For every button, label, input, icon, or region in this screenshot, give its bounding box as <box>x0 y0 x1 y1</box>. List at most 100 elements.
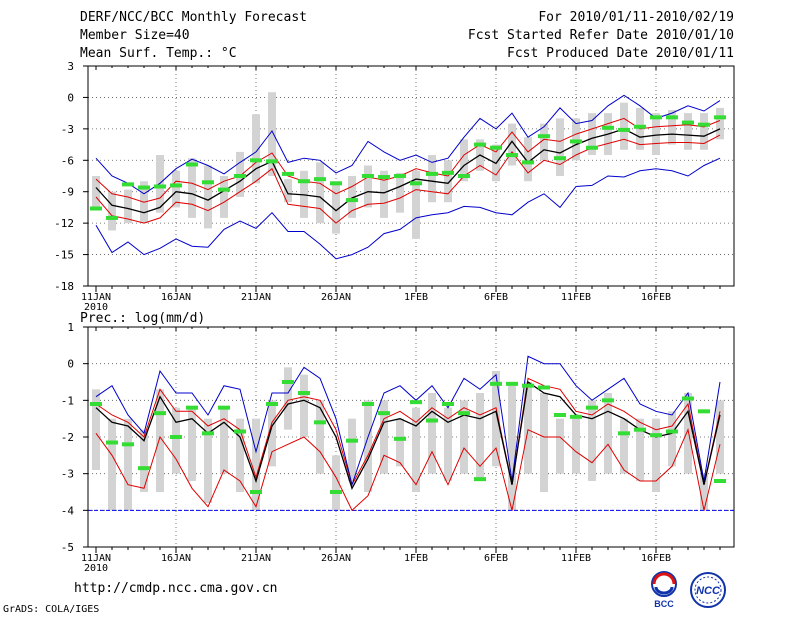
precip-spread-box <box>460 400 468 474</box>
temp-spread-box <box>124 189 132 224</box>
precip-spread-box <box>300 374 308 437</box>
precip-observed-marker <box>218 405 230 410</box>
temp-observed-marker <box>362 174 374 178</box>
temp-observed-marker <box>442 170 454 175</box>
precip-observed-marker <box>90 402 102 406</box>
temp-spread-box <box>620 102 628 150</box>
precip-spread-box <box>396 418 404 467</box>
grads-credit: GrADS: COLA/IGES <box>3 604 100 615</box>
precip-observed-marker <box>522 383 534 388</box>
ncc-logo: NCC <box>690 572 726 608</box>
temp-spread-box <box>252 114 260 184</box>
temp-plot-frame <box>87 65 735 287</box>
precip-spread-box <box>348 418 356 481</box>
temp-xtick-label: 1FEB <box>404 292 428 303</box>
temp-spread-box <box>716 107 724 140</box>
temp-observed-marker <box>618 127 630 132</box>
temp-observed-marker <box>170 183 182 188</box>
precip-observed-marker <box>714 479 726 483</box>
precip-observed-marker <box>266 402 278 406</box>
temp-observed-marker <box>602 125 614 130</box>
temp-spread-box <box>556 118 564 176</box>
temp-observed-marker <box>474 142 486 147</box>
temp-observed-marker <box>282 171 294 176</box>
precip-xtick-label: 11FEB <box>561 553 591 564</box>
header-produced-date: Fcst Produced Date 2010/01/11 <box>507 46 734 61</box>
precip-spread-box <box>380 400 388 474</box>
temp-xtick-label: 11FEB <box>561 292 591 303</box>
precip-ytick-label: -3 <box>61 468 74 481</box>
temp-xtick-label: 11JAN <box>81 292 111 303</box>
precip-spread-box <box>156 389 164 492</box>
temp-ytick-label: 3 <box>67 60 74 73</box>
precip-spread-box <box>604 393 612 474</box>
header-period: For 2010/01/11-2010/02/19 <box>538 10 734 25</box>
precip-line-mean <box>95 380 721 490</box>
temp-observed-marker <box>106 215 118 220</box>
source-url[interactable]: http://cmdp.ncc.cma.gov.cn <box>74 581 278 596</box>
precip-ytick-label: -5 <box>61 541 74 554</box>
precip-observed-marker <box>682 396 694 401</box>
precip-observed-marker <box>330 490 342 494</box>
precip-observed-marker <box>378 411 390 416</box>
precip-spread-box <box>556 418 564 474</box>
precip-spread-box <box>268 400 276 467</box>
temp-observed-marker <box>554 156 566 161</box>
temp-spread-box <box>412 170 420 239</box>
precip-xtick-label: 21JAN <box>241 553 271 564</box>
precip-observed-marker <box>586 405 598 410</box>
temp-xtick-label: 21JAN <box>241 292 271 303</box>
precip-spread-box <box>668 411 676 467</box>
precip-spread-box <box>492 371 500 467</box>
precip-observed-marker <box>538 385 550 390</box>
temp-ytick-label: -3 <box>61 123 74 136</box>
precip-observed-marker <box>186 405 198 410</box>
precip-observed-marker <box>298 391 310 395</box>
temp-observed-marker <box>186 162 198 167</box>
precip-line-lower <box>95 428 721 512</box>
temp-observed-marker <box>650 115 662 120</box>
temp-xtick-label: 26JAN <box>321 292 351 303</box>
precip-spread-box <box>204 418 212 503</box>
temp-spread-box <box>268 92 276 176</box>
precip-ytick-label: -4 <box>61 504 75 517</box>
temp-xtick-label: 16JAN <box>161 292 191 303</box>
temp-line-lower <box>95 134 721 224</box>
precip-spread-box <box>124 418 132 511</box>
precip-line-upper <box>95 377 721 487</box>
precip-spread-box <box>476 393 484 481</box>
precip-spread-box <box>716 400 724 474</box>
precip-spread-box <box>364 400 372 492</box>
precip-spread-box <box>412 407 420 492</box>
precip-xtick-label: 26JAN <box>321 553 351 564</box>
temp-observed-marker <box>90 206 102 211</box>
temp-line-max <box>95 94 721 195</box>
temp-observed-marker <box>666 115 678 120</box>
temp-spread-box <box>172 170 180 208</box>
temp-observed-marker <box>506 153 518 158</box>
precip-xtick-label: 16FEB <box>641 553 671 564</box>
temp-spread-box <box>652 113 660 156</box>
temp-ytick-label: -12 <box>54 217 74 230</box>
temp-observed-marker <box>490 145 502 150</box>
temp-observed-marker <box>586 145 598 150</box>
precip-observed-marker <box>618 431 630 436</box>
precip-spread-box <box>188 407 196 481</box>
temp-spread-box <box>444 160 452 203</box>
temp-spread-box <box>348 176 356 218</box>
precip-spread-box <box>252 418 260 511</box>
precip-observed-marker <box>506 381 518 386</box>
precip-spread-box <box>636 418 644 481</box>
temp-line-upper <box>95 117 721 203</box>
temp-spread-box <box>364 165 372 208</box>
temp-spread-box <box>204 165 212 229</box>
precip-ytick-label: -2 <box>61 431 74 444</box>
precip-observed-marker <box>362 402 374 406</box>
temp-observed-marker <box>522 160 534 165</box>
precip-observed-marker <box>666 429 678 434</box>
precip-observed-marker <box>170 435 182 439</box>
temp-observed-marker <box>218 187 230 192</box>
temp-observed-marker <box>346 198 358 203</box>
temp-observed-marker <box>634 124 646 129</box>
